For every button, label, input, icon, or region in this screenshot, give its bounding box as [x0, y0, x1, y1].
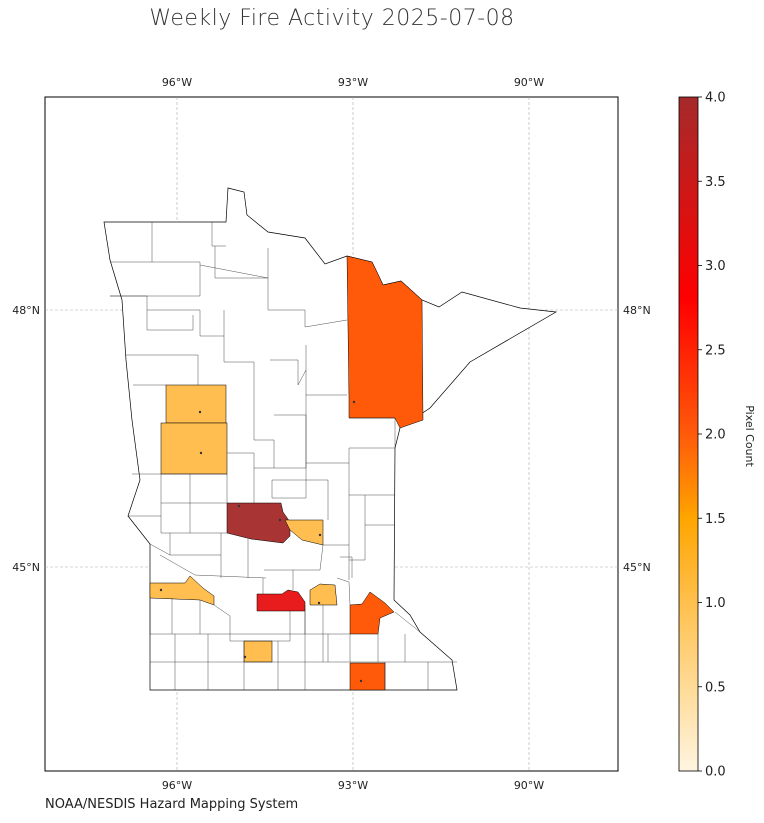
fire-point: [278, 518, 282, 522]
colorbar-label: Pixel Count: [743, 405, 756, 467]
tick-lat-right: 45°N: [623, 561, 651, 574]
fire-point: [318, 533, 322, 537]
colorbar-tick-label: 1.5: [705, 512, 726, 527]
colorbar-tick-label: 1.0: [705, 596, 726, 611]
colorbar-tick-label: 0.0: [705, 765, 726, 780]
colorbar-tick-label: 2.5: [705, 343, 726, 358]
source-credit: NOAA/NESDIS Hazard Mapping System: [45, 797, 299, 812]
county-mower: [349, 662, 386, 691]
tick-lat-right: 48°N: [623, 304, 651, 317]
fire-counties: [149, 255, 424, 691]
fire-point: [198, 410, 202, 414]
county-dakota: [309, 583, 338, 606]
county-blue-earth: [243, 640, 273, 663]
colorbar-tick-label: 3.5: [705, 175, 726, 190]
colorbar-tick-label: 2.0: [705, 428, 726, 443]
fire-point: [317, 601, 321, 605]
lon-ticks-top: 96°W 93°W 90°W: [162, 76, 544, 89]
fire-points: [159, 400, 363, 683]
colorbar-ticks: 0.0 0.5 1.0 1.5 2.0 2.5 3.0 3.5 4.0: [698, 91, 726, 780]
county-sherburne: [284, 519, 324, 546]
county-st-louis: [346, 255, 424, 429]
fire-point: [199, 451, 203, 455]
tick-lat-left: 48°N: [12, 304, 40, 317]
tick-lon-top: 90°W: [514, 76, 544, 89]
tick-lon-bottom: 96°W: [162, 779, 192, 792]
colorbar-tick-label: 4.0: [705, 91, 726, 106]
lat-ticks-right: 48°N 45°N: [623, 304, 651, 574]
county-goodhue: [349, 591, 395, 635]
tick-lon-bottom: 90°W: [514, 779, 544, 792]
county-scott-rice: [256, 589, 306, 612]
county-otter-tail-south: [160, 422, 228, 475]
county-stearns: [226, 502, 291, 544]
map-title: Weekly Fire Activity 2025-07-08: [149, 6, 515, 31]
lat-ticks-left: 48°N 45°N: [12, 304, 40, 574]
lon-ticks-bottom: 96°W 93°W 90°W: [162, 779, 544, 792]
county-boundaries: [110, 222, 457, 690]
tick-lon-top: 96°W: [162, 76, 192, 89]
colorbar-tick-label: 3.0: [705, 259, 726, 274]
county-lac-qui-parle: [149, 575, 215, 606]
fire-point: [243, 655, 247, 659]
colorbar-gradient: [678, 96, 699, 772]
fire-point: [159, 588, 163, 592]
colorbar-tick-label: 0.5: [705, 680, 726, 695]
fire-point: [352, 400, 356, 404]
tick-lon-bottom: 93°W: [338, 779, 368, 792]
fire-point: [237, 504, 241, 508]
tick-lon-top: 93°W: [338, 76, 368, 89]
colorbar: 0.0 0.5 1.0 1.5 2.0 2.5 3.0 3.5 4.0 Pixel Count: [678, 91, 756, 780]
fire-point: [359, 679, 363, 683]
tick-lat-left: 45°N: [12, 561, 40, 574]
county-otter-tail-north: [165, 384, 227, 424]
state-outline: [103, 187, 558, 691]
